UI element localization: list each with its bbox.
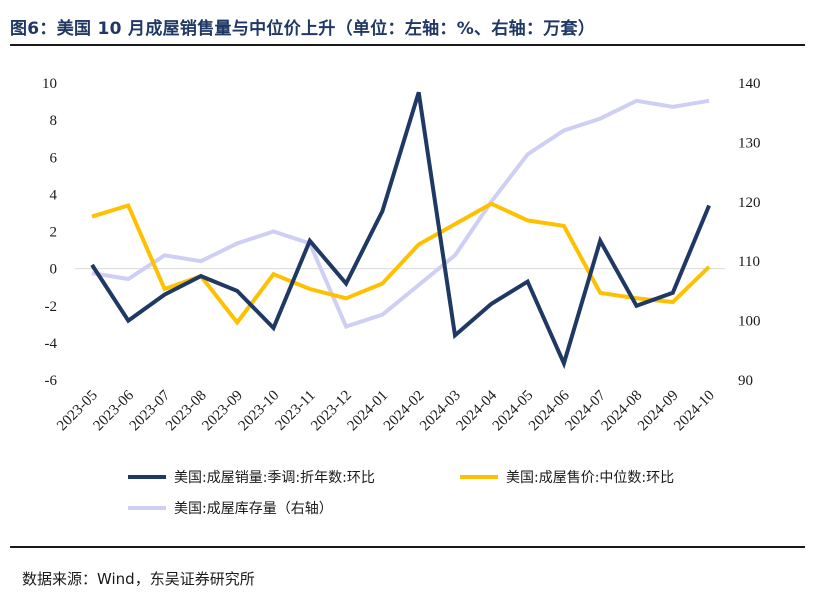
series-line-1 [91,201,711,326]
left-axis-tick-label: 4 [50,187,58,203]
left-axis-tick-label: -2 [45,299,58,315]
right-axis-tick-label: 90 [738,373,753,389]
left-axis-tick-label: 6 [50,150,58,166]
left-axis-tick-label: 10 [42,76,57,92]
series-line-0 [90,91,711,370]
left-axis-tick-label: -6 [45,373,58,389]
chart-title: 图6：美国 10 月成屋销售量与中位价上升（单位：左轴：%、右轴：万套） [10,19,596,39]
right-axis-tick-label: 110 [738,254,760,270]
left-axis-tick-label: 0 [50,262,58,278]
left-axis-tick-label: -4 [45,336,58,352]
x-axis-tick-label: 2023-10 [236,388,283,435]
right-axis-tick-label: 100 [738,314,761,330]
x-axis-tick-label: 2024-10 [671,388,718,435]
left-axis-tick-label: 8 [50,113,58,129]
right-axis-tick-label: 120 [738,195,761,211]
bottom-rule [10,546,805,548]
right-axis-tick-label: 130 [738,135,761,151]
source-note: 数据来源：Wind，东吴证券研究所 [22,570,255,588]
series-line-2 [91,98,710,329]
legend-label: 美国:成屋库存量（右轴） [174,501,333,517]
top-rule [10,44,805,46]
left-axis-tick-label: 2 [50,225,58,241]
right-axis-tick-label: 140 [738,76,761,92]
legend-label: 美国:成屋销量:季调:折年数:环比 [174,470,375,486]
legend-label: 美国:成屋售价:中位数:环比 [506,470,674,486]
